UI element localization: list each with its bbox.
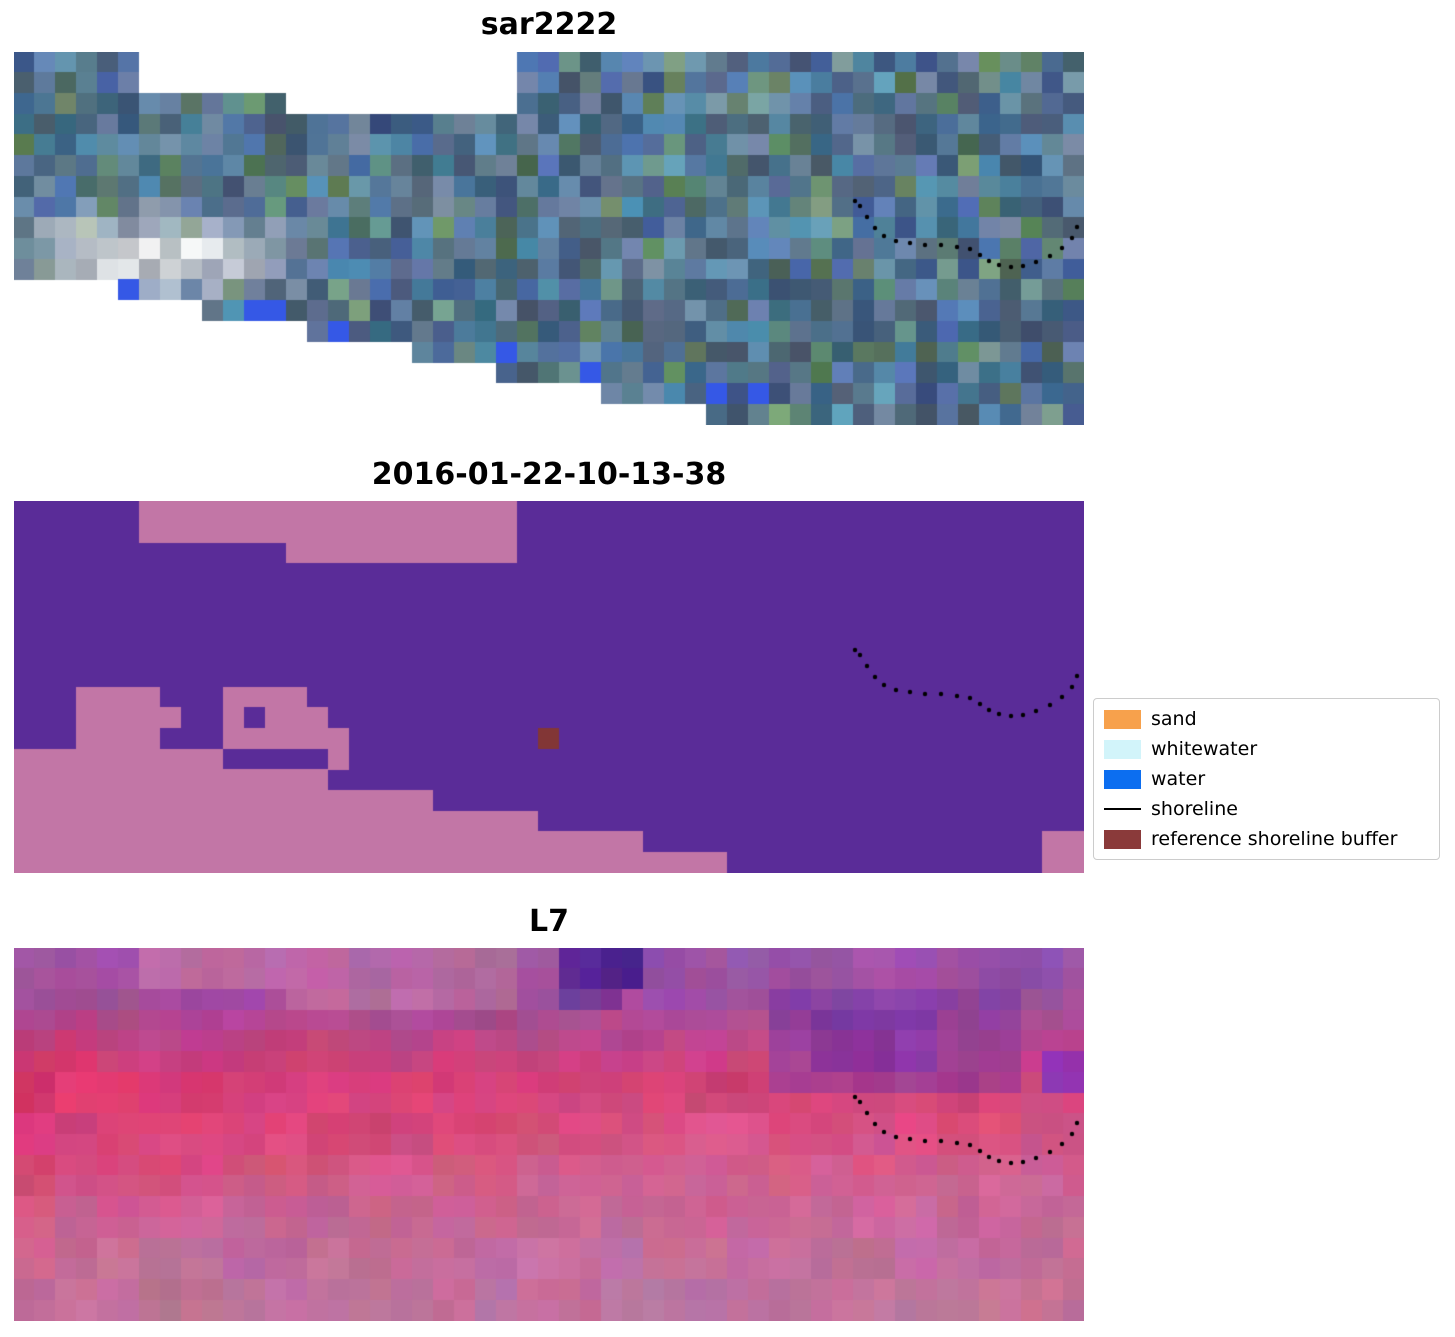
legend-item-shoreline: shoreline [1104,794,1429,824]
shoreline-line-bar [1104,807,1141,811]
legend-label-shoreline: shoreline [1151,798,1238,820]
legend-label-water: water [1151,768,1206,790]
reference-buffer-color-swatch [1104,829,1141,849]
legend-item-water: water [1104,764,1429,794]
water-color-swatch [1104,769,1141,789]
legend-label-whitewater: whitewater [1151,738,1258,760]
classification-image-panel [14,501,1084,873]
sand-color-swatch [1104,709,1141,729]
legend-label-reference-shoreline-buffer: reference shoreline buffer [1151,828,1398,850]
legend-box: sand whitewater water shoreline referenc… [1093,698,1440,860]
panel-title-classification-date: 2016-01-22-10-13-38 [371,457,727,492]
sar-image-panel [14,52,1084,425]
legend-label-sand: sand [1151,708,1197,730]
panel-title-l7: L7 [529,904,569,939]
whitewater-color-swatch [1104,739,1141,759]
l7-image-panel [14,948,1084,1321]
shoreline-line-swatch [1104,800,1141,819]
legend-item-whitewater: whitewater [1104,734,1429,764]
legend-item-sand: sand [1104,704,1429,734]
panel-title-sar: sar2222 [480,7,618,42]
legend-item-reference-shoreline-buffer: reference shoreline buffer [1104,824,1429,854]
